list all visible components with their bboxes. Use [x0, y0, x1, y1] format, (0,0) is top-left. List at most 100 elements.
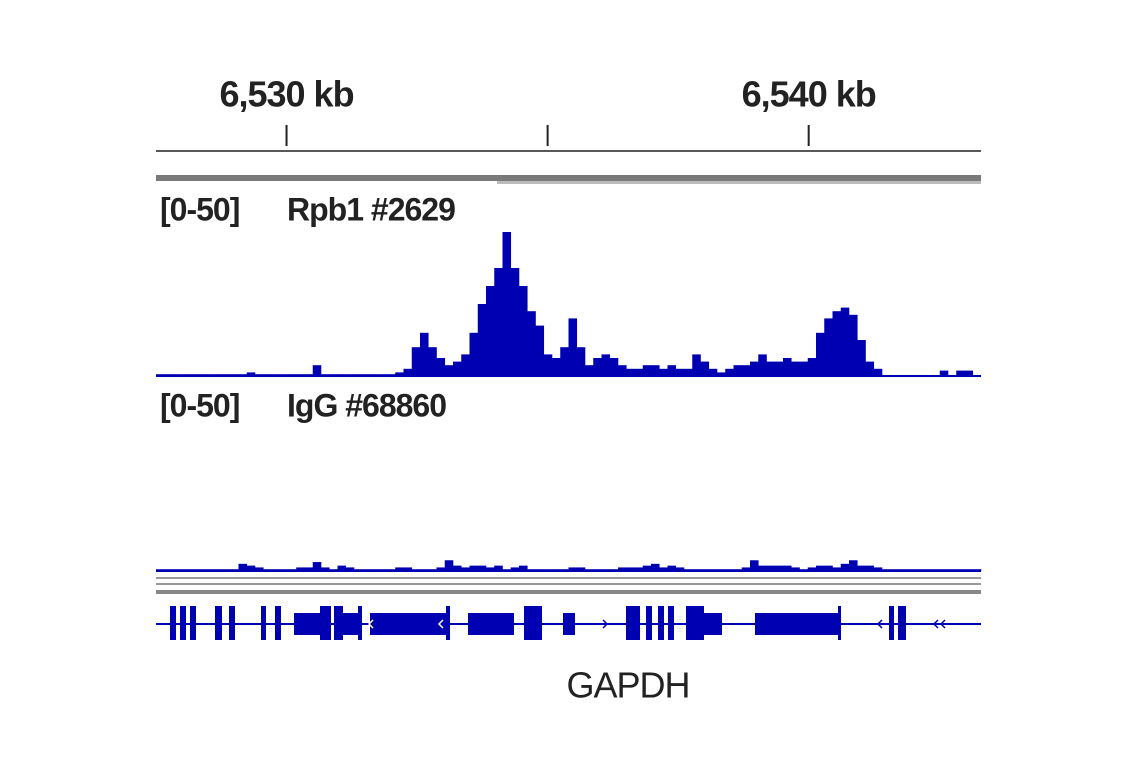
signal-bar	[304, 567, 314, 571]
signal-bar	[601, 354, 611, 376]
divider	[156, 583, 981, 585]
signal-bar	[807, 358, 817, 376]
signal-bar	[741, 567, 751, 571]
signal-bar	[618, 567, 627, 571]
signal-bar	[725, 368, 734, 376]
signal-bar	[783, 565, 792, 571]
signal-bar	[255, 567, 264, 571]
signal-bar	[807, 567, 817, 571]
signal-bar	[428, 347, 437, 376]
signal-bar	[783, 358, 792, 376]
signal-bar	[238, 563, 248, 571]
gene-label: GAPDH	[566, 665, 689, 706]
signal-bar	[246, 565, 256, 571]
signal-bar	[486, 567, 495, 571]
signal-bar	[824, 565, 833, 571]
signal-bar	[667, 565, 677, 571]
signal-bar	[510, 567, 520, 571]
signal-bar	[766, 361, 776, 376]
signal-bar	[453, 361, 462, 376]
signal-bar	[337, 565, 347, 571]
signal-bar	[840, 307, 850, 376]
signal-bar	[312, 365, 322, 376]
signal-bar	[750, 361, 759, 376]
signal-bar	[939, 370, 949, 376]
signal-bar	[791, 361, 800, 376]
signal-bar	[873, 567, 883, 571]
signal-bar	[684, 368, 693, 376]
signal-bar	[593, 358, 602, 376]
track-name: Rpb1 #2629	[287, 191, 455, 227]
signal-bar	[568, 567, 578, 571]
signal-bar	[494, 565, 503, 571]
signal-bar	[461, 354, 470, 376]
signal-bar	[519, 286, 528, 376]
signal-bar	[692, 354, 701, 376]
signal-bar	[824, 318, 833, 376]
track-name: IgG #68860	[287, 387, 446, 423]
signal-bar	[436, 567, 446, 571]
signal-bar	[717, 372, 726, 376]
signal-bar	[477, 565, 487, 571]
divider	[156, 577, 981, 579]
signal-bar	[469, 332, 479, 376]
signal-bar	[659, 567, 668, 571]
signal-bar	[964, 370, 974, 376]
signal-bar	[857, 565, 866, 571]
signal-bar	[840, 563, 850, 571]
signal-bar	[461, 567, 470, 571]
track-range: [0-50]	[160, 191, 239, 227]
signal-bar	[585, 365, 594, 376]
signal-bar	[791, 567, 800, 571]
signal-bar	[321, 567, 330, 571]
signal-bar	[535, 325, 545, 376]
divider	[497, 181, 981, 184]
signal-bar	[576, 567, 586, 571]
signal-bar	[477, 304, 487, 376]
signal-bar	[708, 368, 718, 376]
signal-bar	[626, 368, 635, 376]
signal-bar	[519, 565, 528, 571]
signal-bar	[956, 370, 965, 376]
signal-bar	[502, 232, 512, 376]
gene-model	[156, 606, 981, 640]
signal-bar	[766, 565, 776, 571]
signal-bar	[651, 563, 660, 571]
signal-bar	[634, 567, 644, 571]
signal-bar	[626, 567, 635, 571]
signal-bar	[403, 368, 413, 376]
divider	[156, 590, 981, 594]
signal-bar	[246, 372, 256, 376]
signal-bar	[403, 567, 413, 571]
signal-bar	[444, 560, 454, 571]
signal-bar	[758, 354, 767, 376]
signal-bar	[420, 332, 429, 376]
signal-bar	[453, 565, 462, 571]
signal-bar	[651, 365, 660, 376]
signal-bar	[774, 361, 784, 376]
signal-bar	[659, 368, 668, 376]
signal-bar	[733, 365, 743, 376]
signal-bar	[568, 318, 578, 376]
signal-bar	[411, 347, 421, 376]
signal-bar	[486, 286, 495, 376]
signal-bar	[552, 358, 561, 376]
signal-bar	[667, 365, 677, 376]
divider	[156, 175, 981, 181]
signal-bar	[642, 565, 652, 571]
signal-bar	[634, 368, 644, 376]
signal-bar	[510, 268, 520, 376]
signal-bar	[560, 347, 569, 376]
signal-bar	[543, 354, 553, 376]
x-tick-label: 6,530 kb	[219, 74, 353, 115]
signal-bar	[816, 332, 825, 376]
signal-bar	[741, 365, 751, 376]
signal-bar	[609, 358, 619, 376]
signal-bar	[296, 567, 305, 571]
signal-bar	[865, 361, 875, 376]
signal-bar	[832, 311, 842, 376]
signal-bar	[865, 565, 875, 571]
x-tick-label: 6,540 kb	[742, 74, 876, 115]
signal-bar	[576, 347, 586, 376]
